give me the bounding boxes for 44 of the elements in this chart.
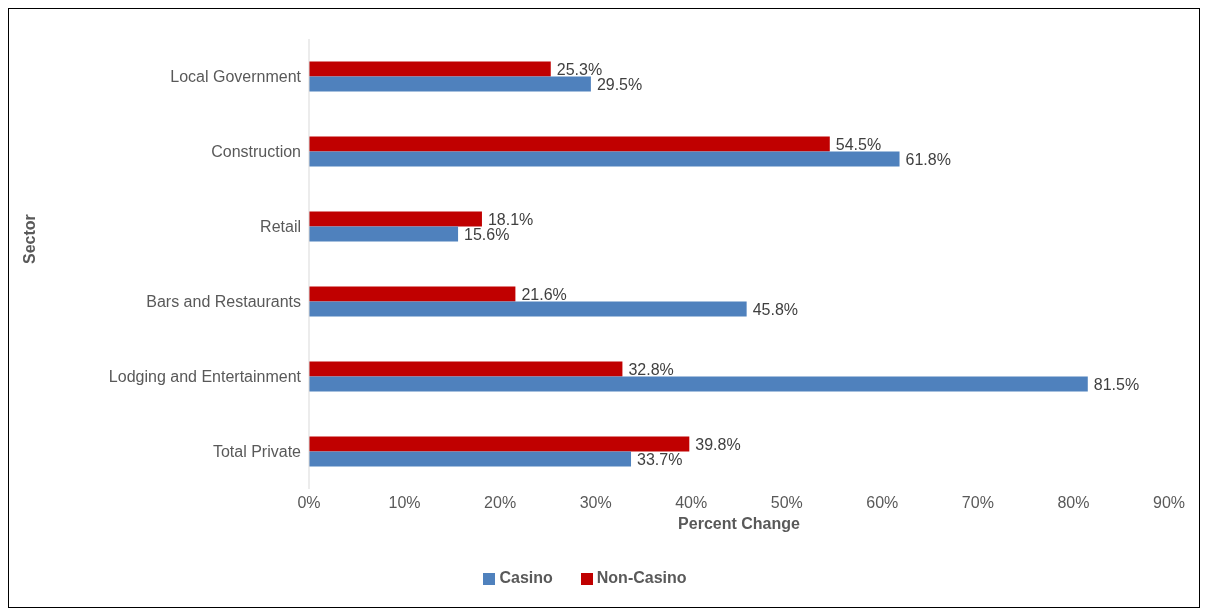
data-label: 54.5% [835, 135, 882, 153]
bar [309, 151, 900, 167]
y-axis-title: Sector [20, 214, 38, 264]
data-label: 33.7% [637, 450, 683, 468]
bar [309, 301, 747, 317]
bar [309, 361, 623, 377]
x-tick-label: 80% [1057, 494, 1090, 512]
x-axis-title: Percent Change [678, 515, 801, 532]
bar [309, 226, 459, 242]
data-label: 81.5% [1093, 375, 1140, 393]
data-label: 21.6% [521, 285, 567, 303]
bar [309, 76, 591, 92]
y-tick-label: Total Private [212, 443, 302, 461]
data-label: 45.8% [752, 300, 799, 318]
data-label: 25.3% [556, 60, 603, 78]
bar [309, 376, 1088, 392]
y-tick-label: Construction [211, 143, 301, 161]
x-tick-label: 0% [297, 494, 321, 512]
bar [309, 286, 516, 302]
x-tick-label: 50% [770, 494, 803, 512]
y-tick-label: Retail [260, 218, 301, 236]
x-tick-label: 70% [961, 494, 994, 512]
bar [309, 451, 632, 467]
data-label: 32.8% [628, 360, 674, 378]
x-tick-label: 30% [579, 494, 612, 512]
data-label: 29.5% [596, 75, 643, 93]
x-tick-label: 40% [675, 494, 708, 512]
bar [309, 136, 830, 152]
legend-label: Non-Casino [596, 569, 687, 586]
x-tick-label: 90% [1152, 494, 1186, 512]
data-label: 61.8% [905, 150, 951, 168]
y-tick-label: Local Government [170, 68, 302, 86]
bar [309, 436, 690, 452]
data-label: 39.8% [695, 435, 741, 453]
data-label: 15.6% [464, 225, 510, 243]
x-tick-label: 60% [866, 494, 899, 512]
legend-label: Casino [499, 569, 553, 586]
x-tick-label: 20% [484, 494, 517, 512]
y-tick-label: Lodging and Entertainment [108, 368, 302, 386]
data-label: 18.1% [487, 210, 534, 228]
bar [309, 211, 482, 227]
bar [309, 61, 551, 77]
x-tick-label: 10% [388, 494, 421, 512]
y-tick-label: Bars and Restaurants [146, 293, 301, 311]
